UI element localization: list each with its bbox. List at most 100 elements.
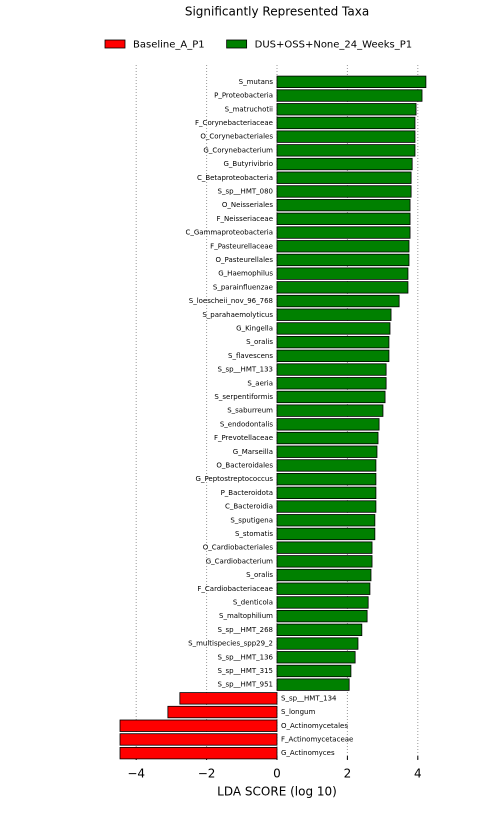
bar: [276, 431, 379, 445]
x-tick-label: −4: [127, 767, 145, 781]
category-label: S_flavescens: [228, 352, 273, 360]
bar: [276, 555, 373, 568]
bar: [276, 103, 417, 116]
bar: [276, 171, 412, 184]
bar: [276, 623, 363, 637]
category-label: G_Actinomyces: [281, 749, 335, 757]
bar: [276, 596, 369, 609]
category-label: O_Corynebacteriales: [200, 133, 273, 141]
category-label: F_Corynebacteriaceae: [195, 119, 273, 127]
category-label: F_Neisseriaceae: [217, 215, 273, 223]
category-label: S_sp__HMT_268: [218, 626, 273, 634]
bar: [276, 349, 390, 363]
x-tick-label: 4: [414, 767, 422, 781]
category-label: S_denticola: [233, 598, 273, 606]
bar: [276, 308, 392, 321]
category-label: S_stomatis: [235, 530, 273, 538]
category-label: S_sp__HMT_134: [281, 694, 337, 702]
category-label: S_sputigena: [230, 516, 273, 524]
category-label: S_parahaemolyticus: [202, 311, 273, 319]
x-tick-label: 2: [344, 767, 352, 781]
bar: [276, 157, 413, 171]
bar: [276, 363, 387, 376]
category-label: S_loescheii_nov_96_768: [189, 297, 273, 305]
category-label: C_Bacteroidia: [225, 503, 273, 511]
bar: [276, 185, 412, 198]
bar: [276, 267, 409, 280]
category-label: S_parainfluenzae: [213, 283, 273, 291]
bar: [276, 500, 377, 513]
bar: [276, 445, 378, 458]
category-label: S_aeria: [247, 379, 273, 387]
category-label: S_sp__HMT_315: [218, 667, 273, 675]
category-label: S_oralis: [246, 338, 273, 346]
bar: [276, 253, 410, 267]
category-label: O_Pasteurellales: [216, 256, 274, 264]
bar: [276, 527, 376, 541]
category-label: G_Haemophilus: [218, 270, 273, 278]
bar: [276, 144, 416, 157]
category-label: G_Cardiobacterium: [206, 557, 273, 565]
category-label: S_sp__HMT_951: [218, 681, 273, 689]
bar: [276, 637, 359, 650]
category-label: F_Prevotellaceae: [214, 434, 273, 442]
bar: [276, 486, 377, 500]
category-label: G_Butyrivibrio: [223, 160, 273, 168]
category-label: S_longum: [281, 708, 315, 716]
category-label: C_Betaproteobacteria: [197, 174, 273, 182]
bar: [276, 582, 371, 595]
category-label: G_Peptostreptococcus: [196, 475, 274, 483]
bar: [276, 198, 411, 212]
category-label: F_Cardiobacteriaceae: [197, 585, 273, 593]
category-label: S_serpentiformis: [214, 393, 273, 401]
bar: [276, 130, 416, 143]
bar: [276, 116, 416, 130]
bar: [276, 390, 386, 404]
bar: [276, 568, 372, 582]
category-label: O_Actinomycetales: [281, 722, 348, 730]
bar: [276, 609, 368, 623]
category-label: C_Gammaproteobacteria: [185, 229, 273, 237]
bar: [119, 719, 278, 732]
category-label: G_Marseilla: [233, 448, 273, 456]
bar: [276, 514, 376, 527]
bar: [119, 733, 278, 746]
category-label: S_sp__HMT_080: [218, 187, 273, 195]
bar: [276, 377, 387, 390]
bar: [167, 705, 278, 719]
category-label: S_multispecies_spp29_2: [188, 640, 273, 648]
bar: [179, 692, 278, 705]
bar: [276, 226, 411, 239]
category-label: O_Bacteroidales: [216, 461, 273, 469]
bar: [276, 678, 350, 691]
category-label: O_Neisseriales: [222, 201, 273, 209]
bar: [276, 75, 427, 89]
bar: [276, 651, 356, 664]
x-axis-label: LDA SCORE (log 10): [217, 785, 337, 799]
category-label: S_endodontalis: [220, 420, 273, 428]
category-label: P_Proteobacteria: [214, 92, 273, 100]
bar: [276, 322, 391, 335]
legend-label: DUS+OSS+None_24_Weeks_P1: [255, 40, 413, 51]
category-label: S_matruchotii: [225, 105, 273, 113]
category-label: O_Cardiobacteriales: [203, 544, 274, 552]
category-label: F_Pasteurellaceae: [210, 242, 273, 250]
category-label: G_Corynebacterium: [203, 146, 273, 154]
category-label: G_Kingella: [236, 324, 273, 332]
bar: [276, 240, 410, 253]
x-tick-label: −2: [198, 767, 216, 781]
category-label: P_Bacteroidota: [221, 489, 273, 497]
bar: [276, 335, 390, 349]
x-tick-label: 0: [273, 767, 281, 781]
legend-swatch: [104, 39, 126, 49]
legend-label: Baseline_A_P1: [133, 40, 205, 51]
bar: [276, 281, 409, 294]
bar: [276, 472, 377, 486]
bar: [276, 404, 384, 417]
bar: [276, 664, 352, 678]
bar: [276, 294, 400, 308]
category-label: S_saburreum: [227, 407, 273, 415]
bar: [276, 89, 423, 102]
category-label: S_maltophilium: [219, 612, 273, 620]
